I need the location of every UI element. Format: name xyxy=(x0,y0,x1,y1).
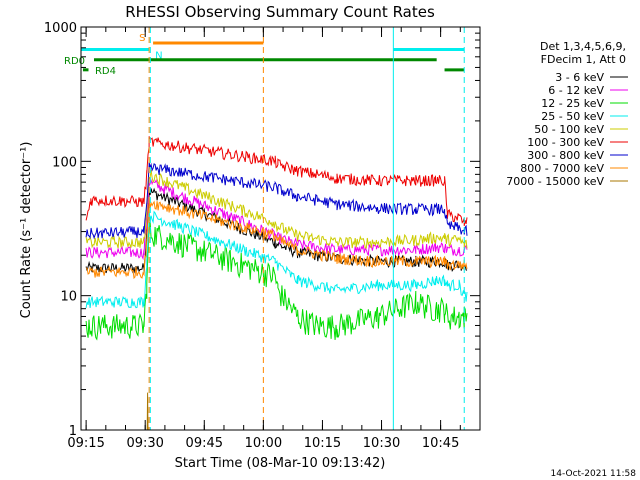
legend-label: 3 - 6 keV xyxy=(555,71,604,84)
legend-label: 12 - 25 keV xyxy=(541,97,604,110)
x-tick-label: 09:45 xyxy=(186,436,223,451)
legend-label: 50 - 100 keV xyxy=(534,123,604,136)
x-tick-label: 10:30 xyxy=(363,436,400,451)
legend-header: FDecim 1, Att 0 xyxy=(541,53,626,66)
plot-frame xyxy=(80,26,481,431)
legend-label: 7000 - 15000 keV xyxy=(506,175,604,188)
y-tick-label: 1000 xyxy=(44,21,77,36)
legend-header: Det 1,3,4,5,6,9, xyxy=(540,40,626,53)
legend-label: 300 - 800 keV xyxy=(527,149,604,162)
y-axis-label: Count Rate (s⁻¹ detector⁻¹) xyxy=(19,142,34,319)
legend-label: 100 - 300 keV xyxy=(527,136,604,149)
series-7000to15000keV xyxy=(146,392,149,431)
x-tick-label: 10:15 xyxy=(304,436,341,451)
series-line xyxy=(146,392,149,431)
legend: Det 1,3,4,5,6,9,FDecim 1, Att 0 3 - 6 keV… xyxy=(506,40,628,188)
y-tick-label: 100 xyxy=(52,155,77,170)
x-tick-label: 09:15 xyxy=(67,436,104,451)
state-bars: SN RD0 RD4 xyxy=(64,33,465,77)
series-6to12keV xyxy=(85,178,468,261)
legend-label: 25 - 50 keV xyxy=(541,110,604,123)
series-line xyxy=(85,178,468,261)
y-tick-label: 10 xyxy=(60,290,77,305)
state-label-n: N xyxy=(155,51,162,62)
state-label-rd0: RD0 xyxy=(64,56,85,67)
legend-label: 800 - 7000 keV xyxy=(520,162,604,175)
timestamp-footer: 14-Oct-2021 11:58 xyxy=(551,469,637,479)
axes: 09:15 09:30 09:45 10:00 10:15 10:30 10:45 1 10 10… xyxy=(44,21,480,451)
state-label-s: S xyxy=(139,33,145,44)
state-label-rd4: RD4 xyxy=(95,66,116,77)
x-tick-label: 09:30 xyxy=(126,436,163,451)
x-axis-label: Start Time (08-Mar-10 09:13:42) xyxy=(175,456,386,471)
y-tick-label: 1 xyxy=(69,424,77,439)
chart-title: RHESSI Observing Summary Count Rates xyxy=(125,3,435,21)
x-tick-label: 10:00 xyxy=(245,436,282,451)
legend-label: 6 - 12 keV xyxy=(548,84,604,97)
x-tick-label: 10:45 xyxy=(422,436,459,451)
